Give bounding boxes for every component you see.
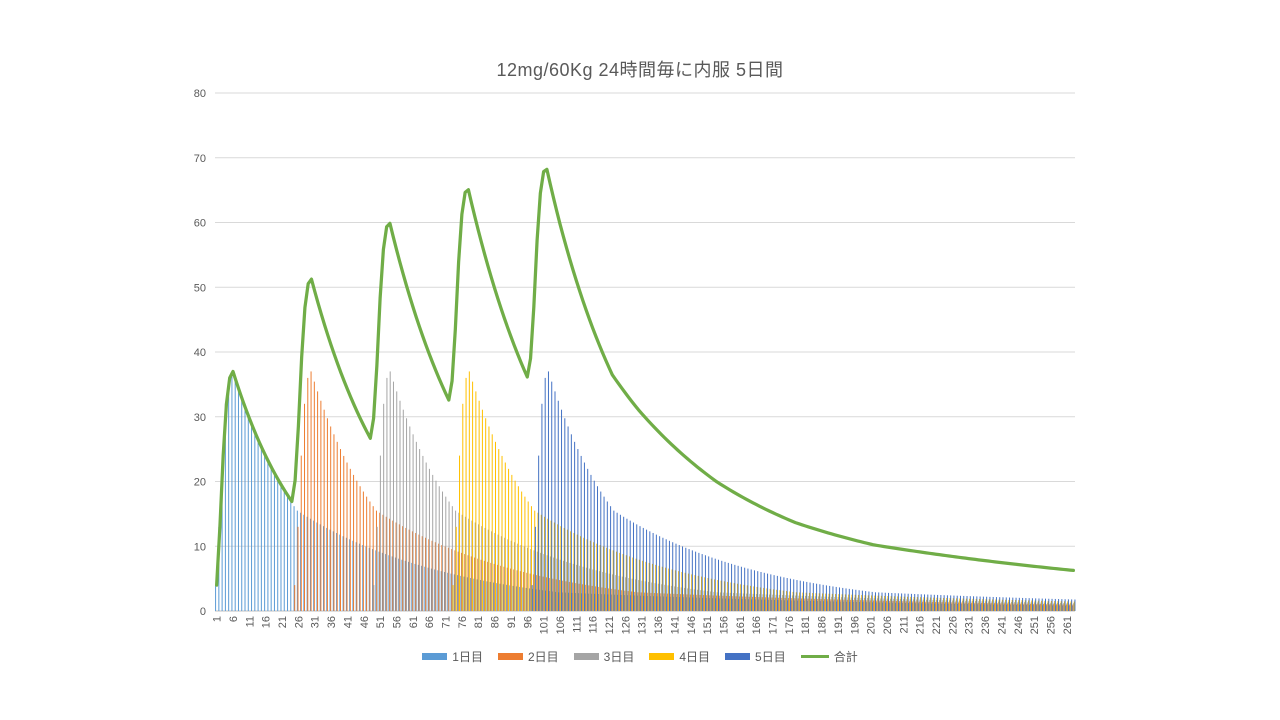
x-tick-label: 31 [310, 616, 322, 628]
x-tick-label: 116 [588, 616, 600, 634]
legend-label-day4: 4日目 [679, 650, 711, 664]
y-tick-label: 0 [200, 606, 206, 618]
total-line [215, 167, 1075, 587]
bar-series-day2 [294, 371, 1074, 611]
x-tick-label: 11 [244, 616, 256, 627]
x-tick-label: 191 [833, 616, 845, 634]
x-tick-label: 201 [866, 616, 878, 634]
y-tick-label: 50 [194, 282, 206, 294]
legend-swatch-day5 [725, 653, 751, 660]
bar-series-day5 [531, 371, 1076, 611]
x-tick-label: 181 [800, 616, 812, 634]
x-tick-label: 256 [1045, 616, 1057, 634]
y-tick-label: 10 [194, 541, 206, 553]
x-tick-label: 186 [817, 616, 829, 634]
x-tick-label: 161 [735, 616, 747, 634]
x-tick-label: 106 [555, 616, 567, 634]
x-tick-label: 221 [931, 616, 943, 634]
x-tick-label: 206 [882, 616, 894, 634]
legend-label-day5: 5日目 [755, 650, 786, 664]
x-tick-label: 6 [228, 616, 240, 622]
x-tick-label: 171 [768, 616, 780, 634]
x-tick-label: 21 [277, 616, 289, 628]
x-tick-label: 216 [915, 616, 927, 634]
y-tick-label: 30 [194, 412, 206, 424]
bar-series-day3 [373, 371, 1075, 611]
y-tick-label: 20 [194, 477, 206, 489]
chart-title: 12mg/60Kg 24時間毎に内服 5日間 [496, 60, 784, 80]
x-tick-label: 226 [947, 616, 959, 634]
legend-swatch-total [800, 655, 829, 658]
x-tick-label: 131 [637, 616, 649, 634]
x-tick-label: 246 [1013, 616, 1025, 634]
legend-label-day3: 3日目 [603, 650, 635, 664]
legend-swatch-day2 [497, 653, 523, 660]
x-tick-label: 136 [653, 616, 665, 634]
legend-label-total: 合計 [833, 650, 858, 664]
x-tick-label: 36 [326, 616, 338, 628]
x-tick-label: 121 [604, 616, 616, 634]
x-tick-label: 176 [784, 616, 796, 634]
x-tick-label: 66 [424, 616, 436, 628]
x-tick-label: 91 [506, 616, 518, 628]
x-tick-label: 251 [1029, 616, 1041, 634]
x-tick-label: 56 [391, 616, 403, 628]
legend-item-day3: 3日目 [573, 648, 635, 665]
x-tick-label: 141 [669, 616, 681, 634]
x-tick-label: 81 [473, 616, 485, 628]
x-tick-label: 26 [293, 616, 305, 628]
x-tick-label: 96 [522, 616, 534, 628]
legend-item-day4: 4日目 [649, 648, 710, 665]
legend-label-day1: 1日目 [452, 650, 483, 664]
legend-label-day2: 2日目 [527, 650, 559, 664]
x-tick-label: 196 [849, 616, 861, 634]
bar-series-day1 [215, 371, 1073, 611]
bar-series-day4 [452, 371, 1075, 611]
x-tick-label: 241 [996, 616, 1008, 634]
x-tick-label: 151 [702, 616, 714, 634]
x-tick-label: 61 [408, 616, 420, 628]
x-tick-label: 1 [212, 616, 224, 622]
x-tick-label: 111 [571, 616, 583, 633]
x-tick-label: 166 [751, 616, 763, 634]
x-tick-label: 236 [980, 616, 992, 634]
x-tick-label: 211 [898, 616, 910, 634]
x-tick-label: 76 [457, 616, 469, 628]
legend-item-total: 合計 [800, 648, 858, 665]
legend-swatch-day3 [573, 653, 599, 660]
y-tick-label: 80 [194, 88, 206, 100]
x-tick-label: 156 [718, 616, 730, 634]
x-tick-label: 41 [342, 616, 354, 628]
x-tick-label: 231 [964, 616, 976, 634]
x-tick-label: 71 [441, 616, 453, 628]
x-tick-label: 86 [490, 616, 502, 628]
x-tick-label: 261 [1062, 616, 1074, 634]
x-tick-label: 101 [539, 616, 551, 634]
x-tick-label: 16 [261, 616, 273, 628]
legend-swatch-day1 [422, 653, 448, 660]
legend: 1日目 2日目 3日目 4日目 5日目 合計 [0, 648, 1280, 665]
x-tick-label: 46 [359, 616, 371, 628]
legend-swatch-day4 [649, 653, 675, 660]
x-tick-label: 126 [620, 616, 632, 634]
legend-item-day5: 5日目 [725, 648, 786, 665]
x-tick-label: 51 [375, 616, 387, 628]
x-tick-label: 146 [686, 616, 698, 634]
y-tick-label: 60 [194, 218, 206, 230]
legend-item-day1: 1日目 [422, 648, 483, 665]
legend-item-day2: 2日目 [497, 648, 559, 665]
y-tick-label: 70 [194, 153, 206, 165]
y-tick-label: 40 [194, 347, 206, 359]
